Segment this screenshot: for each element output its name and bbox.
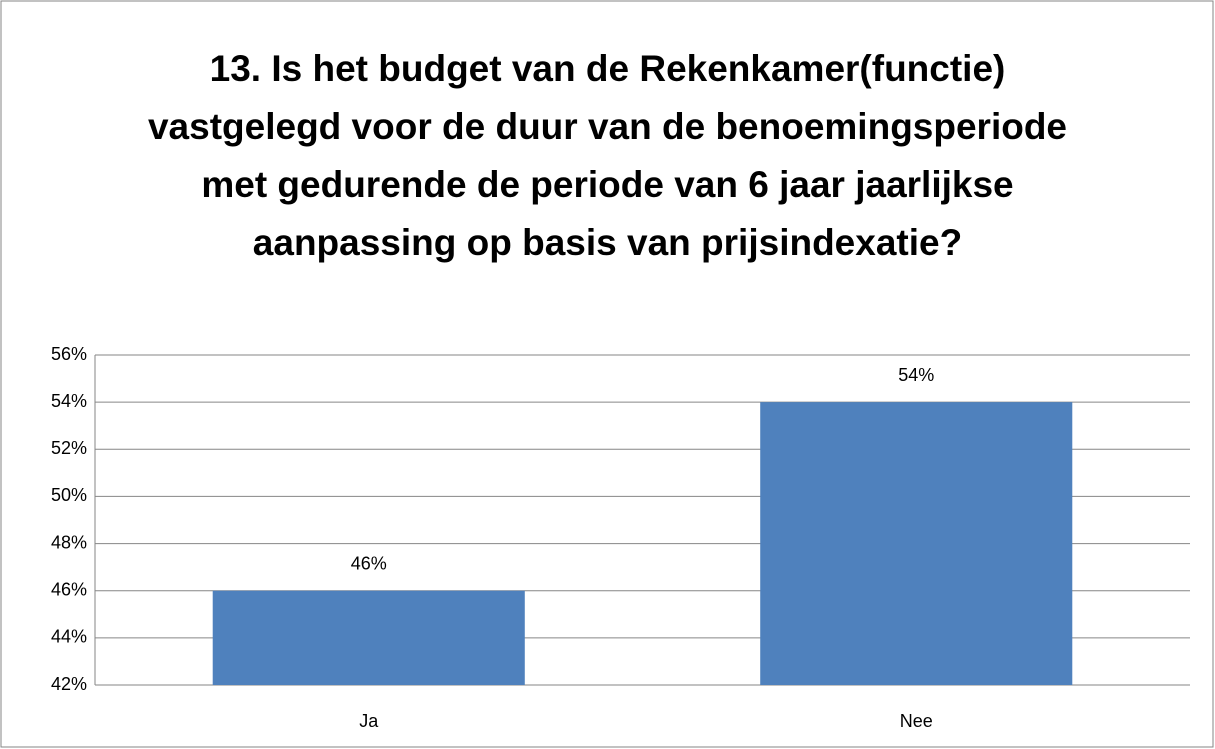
y-tick-label: 54% (51, 391, 87, 411)
x-tick-label: Nee (900, 711, 933, 731)
y-tick-label: 44% (51, 627, 87, 647)
y-tick-label: 42% (51, 674, 87, 694)
y-tick-label: 56% (51, 344, 87, 364)
y-tick-label: 48% (51, 532, 87, 552)
y-tick-label: 52% (51, 438, 87, 458)
y-tick-label: 50% (51, 485, 87, 505)
x-tick-label: Ja (359, 711, 379, 731)
bar (212, 590, 525, 685)
chart-title: 13. Is het budget van de Rekenkamer(func… (147, 48, 1068, 263)
y-tick-label: 46% (51, 579, 87, 599)
data-label: 46% (351, 553, 387, 573)
bar (760, 402, 1073, 685)
data-label: 54% (898, 365, 934, 385)
